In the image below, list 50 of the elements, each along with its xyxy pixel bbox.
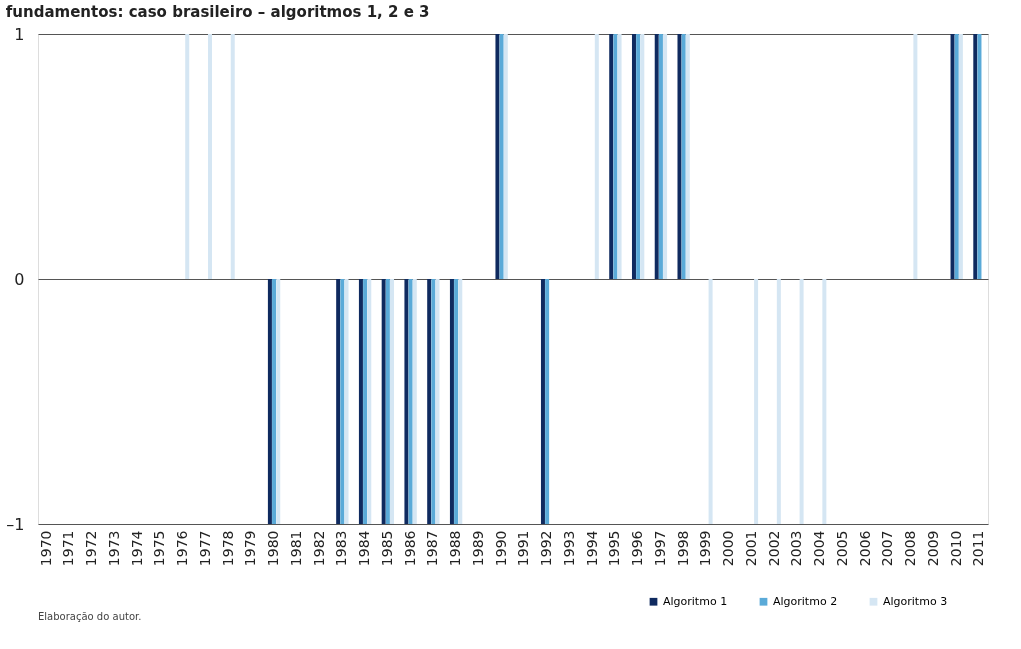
x-tick-label: 2001 xyxy=(742,530,759,567)
x-tick-label: 1971 xyxy=(60,530,77,567)
x-tick-label: 1981 xyxy=(287,530,304,567)
x-tick-label: 1996 xyxy=(629,530,646,567)
x-tick-label: 2008 xyxy=(902,530,919,567)
x-tick-label: 1987 xyxy=(424,530,441,567)
x-tick-label: 1989 xyxy=(469,530,486,567)
x-tick-label: 1998 xyxy=(674,530,691,567)
x-tick-label: 2006 xyxy=(856,530,873,567)
x-tick-label: 1997 xyxy=(651,530,668,567)
x-tick-label: 1974 xyxy=(128,530,145,567)
x-tick-label: 1995 xyxy=(606,530,623,567)
x-tick-label: 1984 xyxy=(356,530,373,567)
y-tick-label: 0 xyxy=(14,269,25,289)
x-tick-label: 1993 xyxy=(560,530,577,567)
x-tick-label: 1982 xyxy=(310,530,327,567)
legend-label: Algoritmo 2 xyxy=(773,594,838,608)
x-tick-label: 2004 xyxy=(811,530,828,567)
x-tick-label: 1980 xyxy=(265,530,282,567)
x-tick-label: 2002 xyxy=(765,530,782,567)
x-tick-label: 1992 xyxy=(538,530,555,567)
legend-label: Algoritmo 3 xyxy=(883,594,948,608)
x-tick-label: 1975 xyxy=(151,530,168,567)
x-tick-label: 1979 xyxy=(242,530,259,567)
x-tick-label: 1983 xyxy=(333,530,350,567)
x-tick-label: 1976 xyxy=(174,530,191,567)
x-tick-label: 1977 xyxy=(196,530,213,567)
chart-title: fundamentos: caso brasileiro – algoritmos 1, 2 e 3 xyxy=(5,3,430,21)
text: Elaboração do autor. xyxy=(38,611,142,622)
y-tick-label: –1 xyxy=(6,514,25,534)
x-tick-label: 2009 xyxy=(924,530,941,567)
x-tick-label: 1978 xyxy=(219,530,236,567)
x-tick-label: 2003 xyxy=(788,530,805,567)
x-tick-label: 1990 xyxy=(492,530,509,567)
x-tick-label: 1970 xyxy=(37,530,54,567)
x-tick-label: 1988 xyxy=(447,530,464,567)
x-tick-label: 1994 xyxy=(583,530,600,567)
x-tick-label: 2007 xyxy=(879,530,896,567)
x-tick-label: 1973 xyxy=(105,530,122,567)
legend-label: Algoritmo 1 xyxy=(663,594,728,608)
x-tick-label: 2000 xyxy=(720,530,737,567)
x-tick-label: 2005 xyxy=(833,530,850,567)
y-tick-label: 1 xyxy=(14,24,25,44)
x-tick-label: 2011 xyxy=(970,530,987,567)
x-tick-label: 1986 xyxy=(401,530,418,567)
x-tick-label: 2010 xyxy=(947,530,964,567)
x-tick-label: 1972 xyxy=(83,530,100,567)
x-tick-label: 1999 xyxy=(697,530,714,567)
x-tick-label: 1985 xyxy=(378,530,395,567)
x-tick-label: 1991 xyxy=(515,530,532,567)
